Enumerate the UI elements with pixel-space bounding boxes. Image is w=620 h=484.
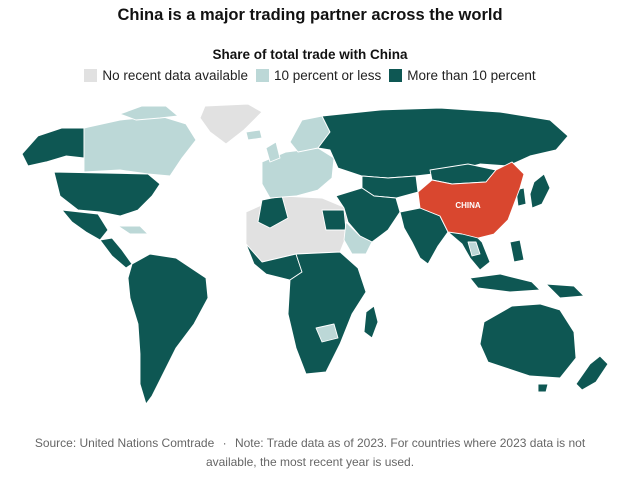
egypt-region <box>321 209 347 231</box>
greenland-region <box>199 103 263 145</box>
china-label: CHINA <box>455 201 481 210</box>
indochina-low-region <box>467 241 481 257</box>
southern-africa-low-region <box>315 323 339 343</box>
footnote-separator: · <box>222 436 227 450</box>
legend-title: Share of total trade with China <box>212 47 408 62</box>
canada-region <box>83 115 197 177</box>
middle-east-region <box>335 187 401 243</box>
tasmania-region <box>537 383 549 393</box>
legend-swatch-high-share <box>389 69 403 82</box>
map-title: China is a major trading partner across … <box>117 6 503 24</box>
source-credit: Source: United Nations Comtrade <box>34 436 215 450</box>
central-america-region <box>99 237 133 269</box>
japan-region <box>529 173 551 209</box>
alaska-region <box>21 127 85 167</box>
indonesia-region <box>469 273 541 293</box>
legend-label-no-data: No recent data available <box>102 68 248 83</box>
china-region <box>417 161 525 239</box>
legend-swatch-low-share <box>255 69 269 82</box>
south-america-region <box>127 253 209 405</box>
iceland-region <box>245 129 263 141</box>
arabia-region <box>343 221 373 255</box>
russia-region <box>317 107 569 179</box>
australia-region <box>479 303 577 379</box>
new-guinea-region <box>545 283 585 299</box>
usa-region <box>53 171 161 217</box>
mexico-region <box>61 209 109 241</box>
legend-label-low-share: 10 percent or less <box>273 68 382 83</box>
legend-swatch-no-data <box>84 69 98 82</box>
footnote: Source: United Nations Comtrade · Note: … <box>20 434 600 472</box>
legend: No recent data available 10 percent or l… <box>0 68 620 83</box>
new-zealand-region <box>575 355 609 391</box>
legend-label-high-share: More than 10 percent <box>407 68 536 83</box>
legend-item-no-data: No recent data available <box>84 68 248 83</box>
footnote-note: Note: Trade data as of 2023. For countri… <box>205 436 586 469</box>
legend-item-low-share: 10 percent or less <box>255 68 382 83</box>
caribbean-region <box>117 225 149 235</box>
arctic-islands-region <box>119 105 179 121</box>
uk-region <box>265 141 281 163</box>
world-map: CHINA <box>21 103 609 405</box>
madagascar-region <box>363 305 379 339</box>
central-south-africa-region <box>287 251 367 375</box>
legend-item-high-share: More than 10 percent <box>389 68 536 83</box>
philippines-region <box>509 239 525 263</box>
